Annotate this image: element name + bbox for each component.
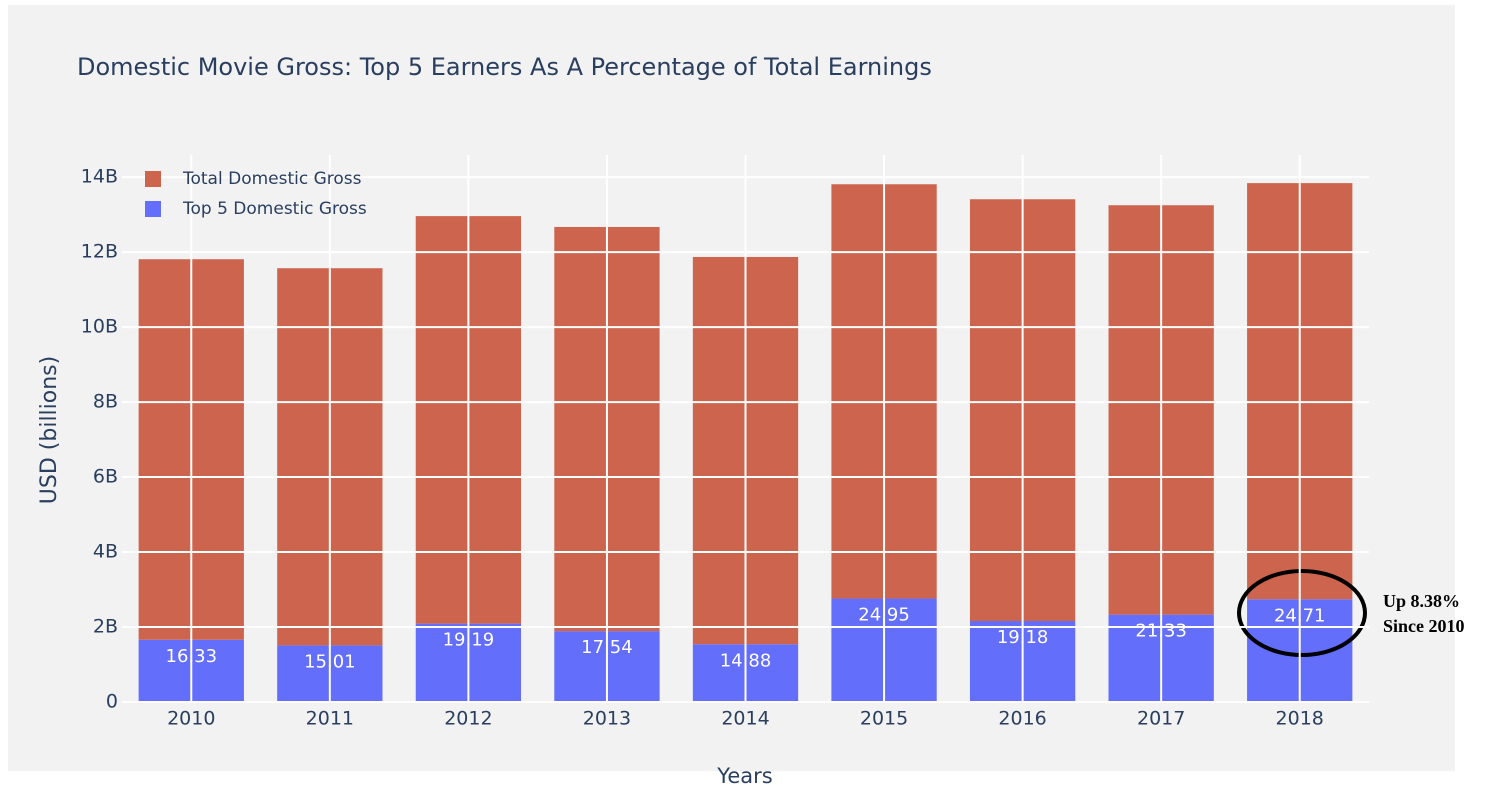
x-tick-label: 2016 <box>998 708 1046 730</box>
x-axis-title: Years <box>716 764 772 788</box>
x-tick-label: 2014 <box>721 708 769 730</box>
legend-label: Top 5 Domestic Gross <box>182 199 367 219</box>
x-tick-label: 2011 <box>306 708 354 730</box>
x-tick-label: 2018 <box>1276 708 1324 730</box>
x-tick-label: 2017 <box>1137 708 1185 730</box>
x-tick-label: 2012 <box>444 708 492 730</box>
y-tick-label: 4B <box>93 541 118 563</box>
x-tick-label: 2013 <box>583 708 631 730</box>
y-tick-label: 2B <box>93 616 118 638</box>
y-tick-label: 8B <box>93 391 118 413</box>
legend-swatch <box>145 201 161 217</box>
annotation: Since 2010 <box>1383 616 1465 636</box>
legend-label: Total Domestic Gross <box>182 169 362 189</box>
x-tick-label: 2015 <box>860 708 908 730</box>
y-tick-label: 10B <box>81 316 118 338</box>
y-tick-label: 12B <box>81 241 118 263</box>
chart-title: Domestic Movie Gross: Top 5 Earners As A… <box>77 53 932 81</box>
y-tick-label: 6B <box>93 466 118 488</box>
annotation: Up 8.38% <box>1383 591 1460 611</box>
y-tick-label: 14B <box>81 166 118 188</box>
x-tick-label: 2010 <box>167 708 215 730</box>
y-axis-title: USD (billions) <box>37 356 62 504</box>
highlight-ellipse <box>1237 569 1367 657</box>
legend-swatch <box>145 171 161 187</box>
y-tick-label: 0 <box>106 691 118 713</box>
